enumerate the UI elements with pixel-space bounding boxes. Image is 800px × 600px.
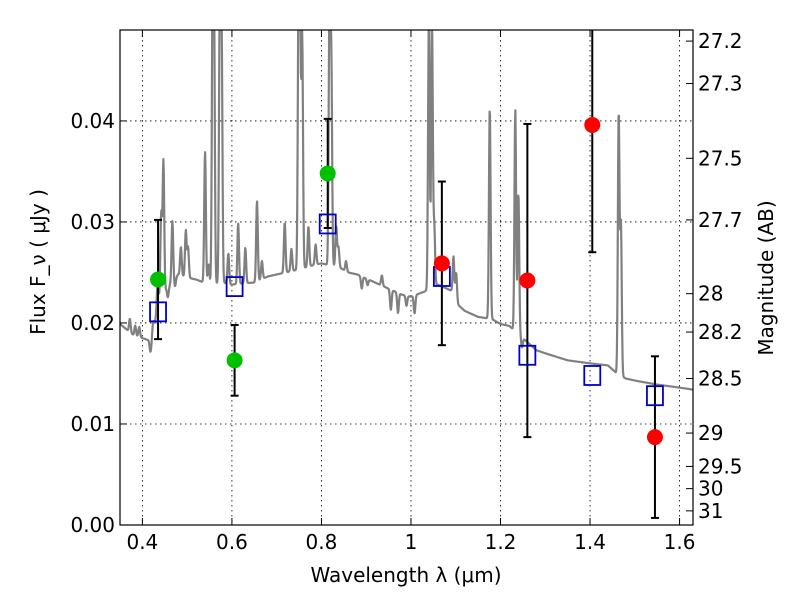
y2-axis-title: Magnitude (AB) <box>754 200 778 355</box>
grid <box>120 30 693 526</box>
x-tick-label: 0.4 <box>126 530 158 554</box>
y-tick-label: 0.03 <box>70 210 115 234</box>
y2-tick-label: 29 <box>698 421 723 445</box>
model-square-marker <box>149 301 167 323</box>
model-square-marker <box>225 276 244 297</box>
x-axis-title: Wavelength λ (μm) <box>310 563 501 587</box>
x-tick-label: 1.2 <box>485 530 517 554</box>
y2-tick-label: 31 <box>698 499 723 523</box>
y2-tick-label: 27.7 <box>698 208 743 232</box>
y2-tick-label: 30 <box>698 477 723 501</box>
model-square-marker <box>518 344 537 366</box>
y2-tick-label: 27.3 <box>698 72 743 96</box>
y-axis-title: Flux F_ν ( μJy ) <box>26 189 50 335</box>
x-tick-label: 1.4 <box>574 530 606 554</box>
observed-flux-marker <box>433 255 450 272</box>
plot-frame <box>119 29 694 526</box>
data-markers <box>149 116 664 446</box>
axis-ticks: 0.4 0.6 0.8 1 1.2 1.4 1.6 0.00 0.01 0.02 0.03 0.04 2… <box>70 29 742 554</box>
y2-tick-label: 27.5 <box>698 146 743 170</box>
observed-flux-marker <box>319 165 336 182</box>
observed-flux-marker <box>226 352 243 369</box>
observed-flux-marker <box>646 429 663 446</box>
model-square-marker <box>583 365 602 386</box>
observed-flux-marker <box>584 116 601 133</box>
spectrum-line <box>120 30 693 391</box>
y-tick-label: 0.02 <box>70 311 115 335</box>
observed-flux-marker <box>150 271 167 288</box>
y2-tick-label: 28 <box>698 282 723 306</box>
y-tick-label: 0.00 <box>70 513 115 537</box>
y2-tick-label: 28.2 <box>698 320 743 344</box>
x-tick-label: 0.6 <box>216 530 248 554</box>
y2-tick-label: 27.2 <box>698 29 743 53</box>
y2-tick-label: 29.5 <box>698 454 743 478</box>
model-square-marker <box>318 213 337 235</box>
y2-tick-label: 28.5 <box>698 367 743 391</box>
y-tick-label: 0.01 <box>70 412 115 436</box>
model-square-marker <box>646 385 664 407</box>
x-tick-label: 1 <box>405 530 418 554</box>
observed-flux-marker <box>519 272 536 289</box>
y-tick-label: 0.04 <box>70 109 115 133</box>
x-tick-label: 1.6 <box>664 530 696 554</box>
spectrum-path <box>120 30 693 391</box>
x-tick-label: 0.8 <box>306 530 338 554</box>
